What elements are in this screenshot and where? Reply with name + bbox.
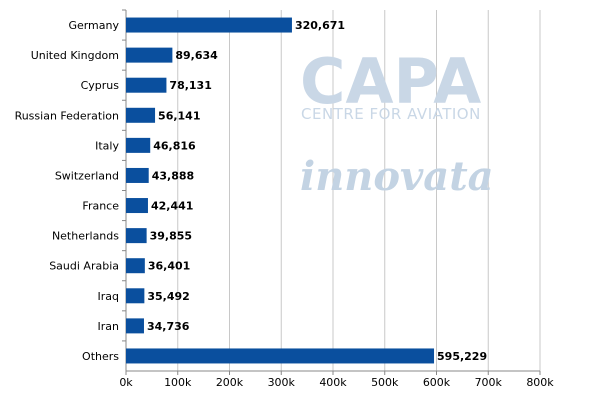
data-label: 46,816 (153, 139, 196, 152)
data-label: 42,441 (151, 200, 193, 213)
x-tick-label: 700k (475, 376, 503, 389)
data-label: 78,131 (169, 79, 211, 92)
x-tick-label: 300k (268, 376, 296, 389)
data-label: 43,888 (152, 169, 194, 182)
x-tick-label: 100k (164, 376, 192, 389)
data-label: 595,229 (437, 350, 487, 363)
category-label: Italy (95, 139, 119, 152)
x-tick-label: 800k (526, 376, 554, 389)
category-label: Cyprus (81, 79, 120, 92)
category-label: United Kingdom (31, 49, 119, 62)
bar (126, 258, 145, 274)
bar (126, 137, 151, 153)
data-label: 34,736 (147, 320, 190, 333)
watermark-brand: CAPA (300, 45, 481, 118)
bar (126, 198, 148, 214)
x-tick-label: 600k (423, 376, 451, 389)
watermark: CAPA CENTRE FOR AVIATION innovata (300, 45, 494, 200)
x-tick-label: 0k (119, 376, 133, 389)
bar (126, 17, 292, 33)
category-label: Netherlands (52, 230, 119, 243)
data-label: 39,855 (150, 230, 192, 243)
bars (126, 17, 435, 364)
data-label: 35,492 (147, 290, 189, 303)
grid-lines (177, 10, 541, 371)
bar (126, 107, 156, 123)
data-label: 36,401 (148, 260, 190, 273)
data-label: 320,671 (295, 19, 345, 32)
data-label: 56,141 (158, 109, 200, 122)
labels: Germany 320,671 United Kingdom 89,634 Cyprus… (15, 19, 488, 363)
bar (126, 167, 149, 183)
category-label: Iran (98, 320, 120, 333)
category-label: Iraq (98, 290, 120, 303)
category-label: Russian Federation (15, 109, 119, 122)
category-label: France (82, 200, 119, 213)
bar (126, 228, 147, 244)
category-label: Germany (68, 19, 119, 32)
bar (126, 318, 144, 334)
x-tick-label: 200k (216, 376, 244, 389)
bar (126, 47, 173, 63)
x-tick-label: 500k (371, 376, 399, 389)
category-label: Others (82, 350, 119, 363)
x-tick-label: 400k (319, 376, 347, 389)
watermark-subtitle: CENTRE FOR AVIATION (301, 105, 481, 123)
data-label: 89,634 (175, 49, 218, 62)
bar (126, 348, 435, 364)
category-label: Switzerland (55, 169, 119, 182)
category-label: Saudi Arabia (49, 260, 119, 273)
bar (126, 77, 167, 93)
watermark-partner: innovata (300, 153, 494, 200)
bar (126, 288, 145, 304)
axes: 0k 100k 200k 300k 400k 500k 600k 700k 800k (119, 9, 554, 389)
